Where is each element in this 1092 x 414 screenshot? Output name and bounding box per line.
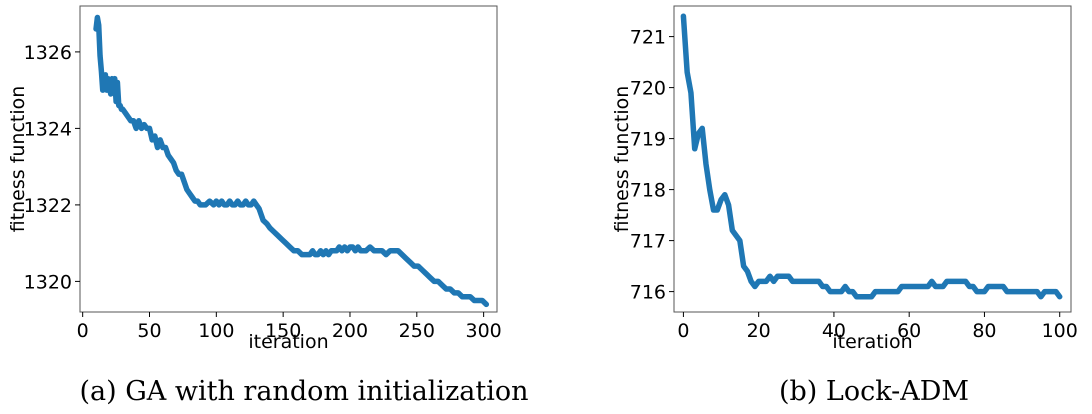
y-tick-label: 721: [630, 27, 666, 49]
figure-caption: (a) GA with random initialization: [79, 376, 528, 407]
series-line: [93, 14, 490, 308]
x-tick-label: 60: [897, 320, 921, 342]
x-tick-label: 40: [822, 320, 846, 342]
panel-a-ga-random-init: 0 50 100 150 200 250 300 1320 1322 1324 1326 iterat…: [7, 5, 529, 407]
plot-frame: [673, 5, 1072, 313]
y-tick-label: 716: [630, 282, 666, 304]
y-tick-label: 1322: [24, 195, 72, 217]
x-tick-label: 150: [265, 320, 301, 342]
figure-caption: (b) Lock-ADM: [779, 376, 969, 407]
series-line: [680, 13, 1063, 300]
y-axis-label: fitness function: [611, 86, 633, 233]
x-tick-label: 20: [747, 320, 771, 342]
x-tick-label: 50: [137, 320, 161, 342]
x-tick-label: 300: [466, 320, 502, 342]
x-tick-label: 250: [399, 320, 435, 342]
x-tick-label: 200: [332, 320, 368, 342]
y-tick-label: 717: [630, 231, 666, 253]
x-axis-label: iteration: [248, 331, 328, 353]
x-tick-label: 100: [198, 320, 234, 342]
x-tick-label: 0: [677, 320, 689, 342]
y-tick-label: 1326: [24, 42, 72, 64]
y-tick-label: 720: [630, 78, 666, 100]
plot-frame: [79, 5, 498, 313]
y-tick-label: 1324: [24, 118, 72, 140]
y-tick-label: 719: [630, 129, 666, 151]
y-tick-label: 1320: [24, 271, 72, 293]
x-tick-label: 100: [1042, 320, 1078, 342]
y-axis-label: fitness function: [7, 86, 29, 233]
panel-b-lock-adm: 0 20 40 60 80 100 716 717 718 719 720 721 iteration f…: [611, 5, 1078, 407]
y-tick-label: 718: [630, 180, 666, 202]
x-tick-label: 80: [972, 320, 996, 342]
x-tick-label: 0: [77, 320, 89, 342]
x-axis-label: iteration: [832, 331, 912, 353]
